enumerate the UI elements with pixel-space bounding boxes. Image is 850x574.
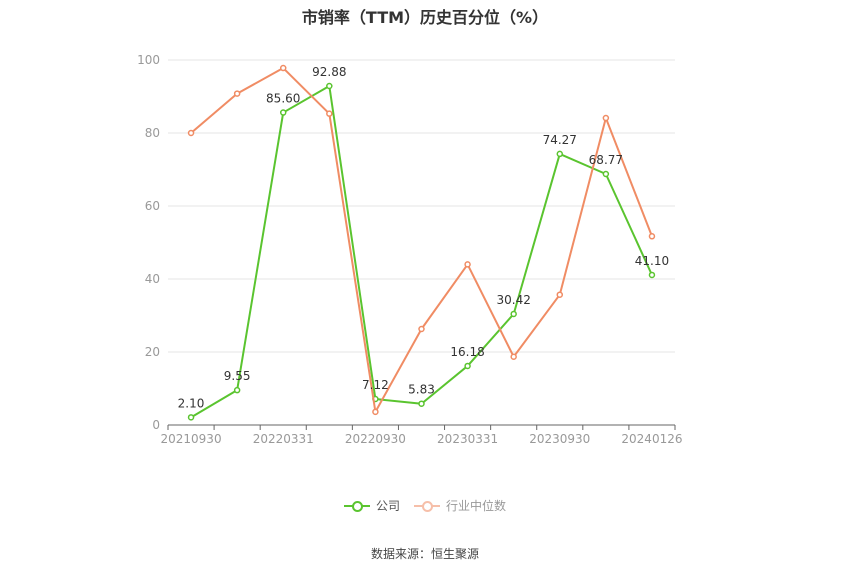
line-chart: 0 20 40 60 80 100 20210930 20220331 20220930 2023… [137,53,682,446]
y-tick-label: 100 [137,53,160,67]
data-label: 30.42 [497,293,531,307]
y-tick-label: 0 [152,418,160,432]
legend: 公司 行业中位数 [0,497,850,514]
x-tick-label: 20210930 [161,432,222,446]
x-tick-label: 20220930 [345,432,406,446]
x-tick-label: 20230930 [529,432,590,446]
data-label: 92.88 [312,65,346,79]
y-tick-label: 20 [145,345,160,359]
data-label: 16.18 [450,345,484,359]
data-label: 74.27 [543,133,577,147]
series-lines [187,64,656,421]
data-label: 85.60 [266,92,300,106]
legend-label: 行业中位数 [446,499,507,513]
data-label: 5.83 [408,383,435,397]
data-point [326,110,333,117]
data-point [510,310,517,318]
data-source: 数据来源：恒生聚源 [370,547,479,561]
data-point [187,414,195,421]
series-line-0 [190,84,653,419]
data-point [648,233,656,240]
data-point [187,129,195,137]
x-tick-label: 20240126 [621,432,682,446]
x-tick-label: 20230331 [437,432,498,446]
data-point [602,170,610,178]
data-label: 2.10 [178,396,205,410]
series-line-1 [190,67,653,413]
x-tick-label: 20220331 [253,432,314,446]
data-point [556,291,564,298]
data-point [418,325,425,333]
axes: 0 20 40 60 80 100 20210930 20220331 20220930 2023… [137,53,682,446]
legend-line-icon [414,500,440,512]
data-point [464,261,471,268]
y-tick-label: 40 [145,272,160,286]
data-point [556,150,564,158]
data-point [279,109,287,116]
data-label: 41.10 [635,254,669,268]
data-point [233,90,241,97]
data-point [372,408,379,416]
data-point [233,386,241,394]
data-label: 7.12 [362,378,389,392]
legend-item-company[interactable]: 公司 [343,497,400,514]
data-label: 68.77 [589,153,623,167]
data-label: 9.55 [224,369,251,383]
data-point [279,64,287,72]
y-tick-label: 80 [145,126,160,140]
data-point [326,82,333,90]
y-tick-label: 60 [145,199,160,213]
legend-label: 公司 [375,499,400,513]
legend-item-industry-median[interactable]: 行业中位数 [414,497,506,514]
data-point [648,271,656,279]
data-point [602,114,610,122]
data-labels: 2.10 9.55 85.60 92.88 7.12 5.83 16.18 30.42 74.2… [178,65,669,410]
legend-line-icon [343,500,370,512]
data-point [510,353,517,360]
chart-title: 市销率（TTM）历史百分位（%） [301,8,549,27]
data-point [464,362,471,370]
data-point [418,400,425,407]
gridlines [168,59,675,353]
